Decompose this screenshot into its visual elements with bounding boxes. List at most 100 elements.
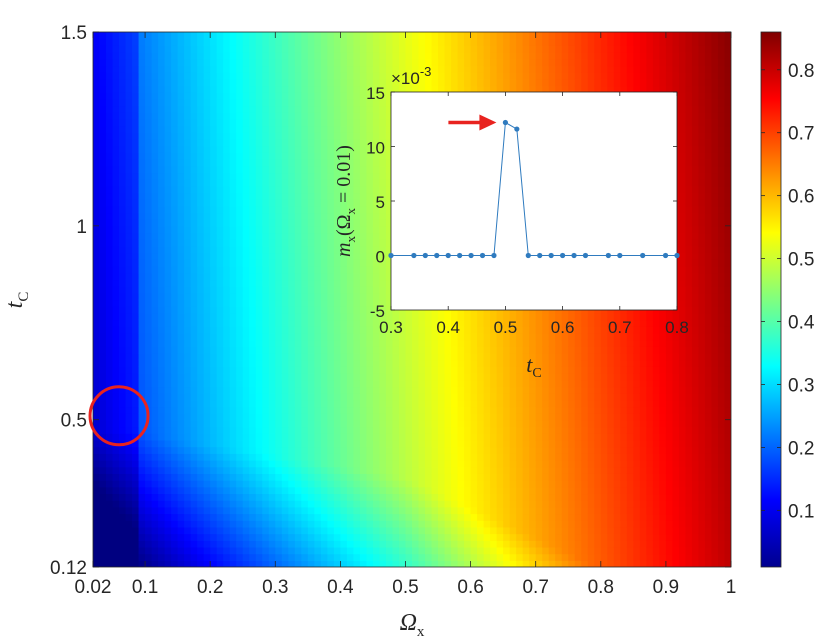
heatmap-cell [268, 346, 276, 354]
heatmap-cell [353, 239, 361, 247]
heatmap-cell [314, 78, 322, 87]
heatmap-cell [372, 152, 381, 160]
heatmap-cell [385, 105, 394, 113]
heatmap-cell [151, 299, 159, 307]
heatmap-cell [190, 212, 198, 220]
heatmap-cell [184, 118, 192, 127]
heatmap-cell [314, 466, 322, 474]
heatmap-cell [307, 92, 315, 100]
heatmap-cell [99, 413, 107, 421]
heatmap-cell [99, 98, 107, 107]
heatmap-cell [464, 38, 472, 46]
heatmap-cell [418, 426, 426, 434]
heatmap-cell [190, 460, 198, 468]
heatmap-cell [138, 38, 146, 46]
heatmap-cell [294, 38, 302, 46]
heatmap-cell [229, 506, 237, 515]
heatmap-cell [398, 45, 407, 53]
heatmap-cell [451, 553, 459, 561]
heatmap-cell [457, 339, 465, 347]
heatmap-cell [242, 112, 250, 120]
heatmap-cell [483, 473, 491, 481]
heatmap-cell [340, 72, 348, 80]
heatmap-cell [333, 159, 341, 167]
heatmap-cell [327, 286, 335, 294]
heatmap-cell [275, 386, 283, 394]
heatmap-cell [327, 373, 335, 381]
heatmap-cell [249, 65, 257, 73]
heatmap-cell [93, 526, 101, 535]
heatmap-cell [138, 205, 146, 214]
heatmap-cell [190, 486, 198, 495]
heatmap-cell [268, 266, 276, 274]
heatmap-cell [366, 159, 374, 167]
heatmap-cell [210, 139, 218, 147]
heatmap-cell [359, 279, 368, 287]
heatmap-cell [405, 500, 413, 508]
heatmap-cell [398, 85, 407, 93]
heatmap-cell [314, 513, 322, 521]
heatmap-cell [320, 379, 328, 388]
heatmap-cell [314, 419, 322, 428]
heatmap-cell [262, 506, 270, 515]
heatmap-cell [262, 453, 270, 461]
heatmap-cell [197, 312, 205, 321]
heatmap-cell [470, 486, 478, 495]
heatmap-cell [138, 413, 146, 421]
heatmap-cell [210, 379, 218, 388]
heatmap-cell [451, 560, 459, 567]
heatmap-cell [314, 45, 322, 53]
heatmap-cell [125, 466, 133, 474]
heatmap-cell [171, 292, 179, 301]
heatmap-cell [216, 246, 224, 254]
heatmap-cell [164, 132, 172, 140]
heatmap-cell [438, 486, 446, 495]
heatmap-cell [470, 72, 478, 80]
heatmap-cell [333, 520, 341, 528]
heatmap-cell [112, 132, 120, 140]
heatmap-cell [346, 480, 355, 488]
heatmap-cell [145, 439, 153, 448]
heatmap-cell [353, 419, 361, 428]
heatmap-cell [412, 500, 420, 508]
heatmap-cell [223, 205, 231, 214]
heatmap-cell [236, 553, 244, 561]
heatmap-cell [314, 386, 322, 394]
heatmap-cell [327, 219, 335, 227]
heatmap-cell [288, 239, 296, 247]
heatmap-cell [327, 246, 335, 254]
heatmap-cell [418, 553, 426, 561]
heatmap-cell [392, 332, 400, 341]
heatmap-cell [177, 78, 185, 87]
heatmap-cell [301, 92, 309, 100]
heatmap-cell [138, 560, 146, 567]
heatmap-cell [294, 319, 302, 327]
heatmap-cell [464, 546, 472, 555]
heatmap-cell [385, 292, 394, 301]
heatmap-cell [171, 526, 179, 535]
heatmap-cell [314, 139, 322, 147]
heatmap-cell [314, 339, 322, 347]
heatmap-cell [372, 520, 381, 528]
heatmap-cell [184, 192, 192, 200]
heatmap-cell [457, 540, 465, 548]
heatmap-cell [216, 92, 224, 100]
heatmap-cell [223, 98, 231, 107]
heatmap-cell [353, 112, 361, 120]
heatmap-cell [314, 232, 322, 240]
heatmap-cell [125, 98, 133, 107]
heatmap-cell [431, 319, 439, 327]
heatmap-cell [242, 286, 250, 294]
heatmap-cell [93, 266, 101, 274]
heatmap-cell [359, 386, 368, 394]
heatmap-cell [288, 473, 296, 481]
heatmap-cell [138, 526, 146, 535]
heatmap-cell [307, 379, 315, 388]
heatmap-cell [177, 139, 185, 147]
heatmap-cell [119, 205, 127, 214]
heatmap-cell [210, 32, 218, 40]
heatmap-cell [249, 185, 257, 194]
heatmap-cell [405, 38, 413, 46]
heatmap-cell [301, 466, 309, 474]
heatmap-cell [412, 426, 420, 434]
